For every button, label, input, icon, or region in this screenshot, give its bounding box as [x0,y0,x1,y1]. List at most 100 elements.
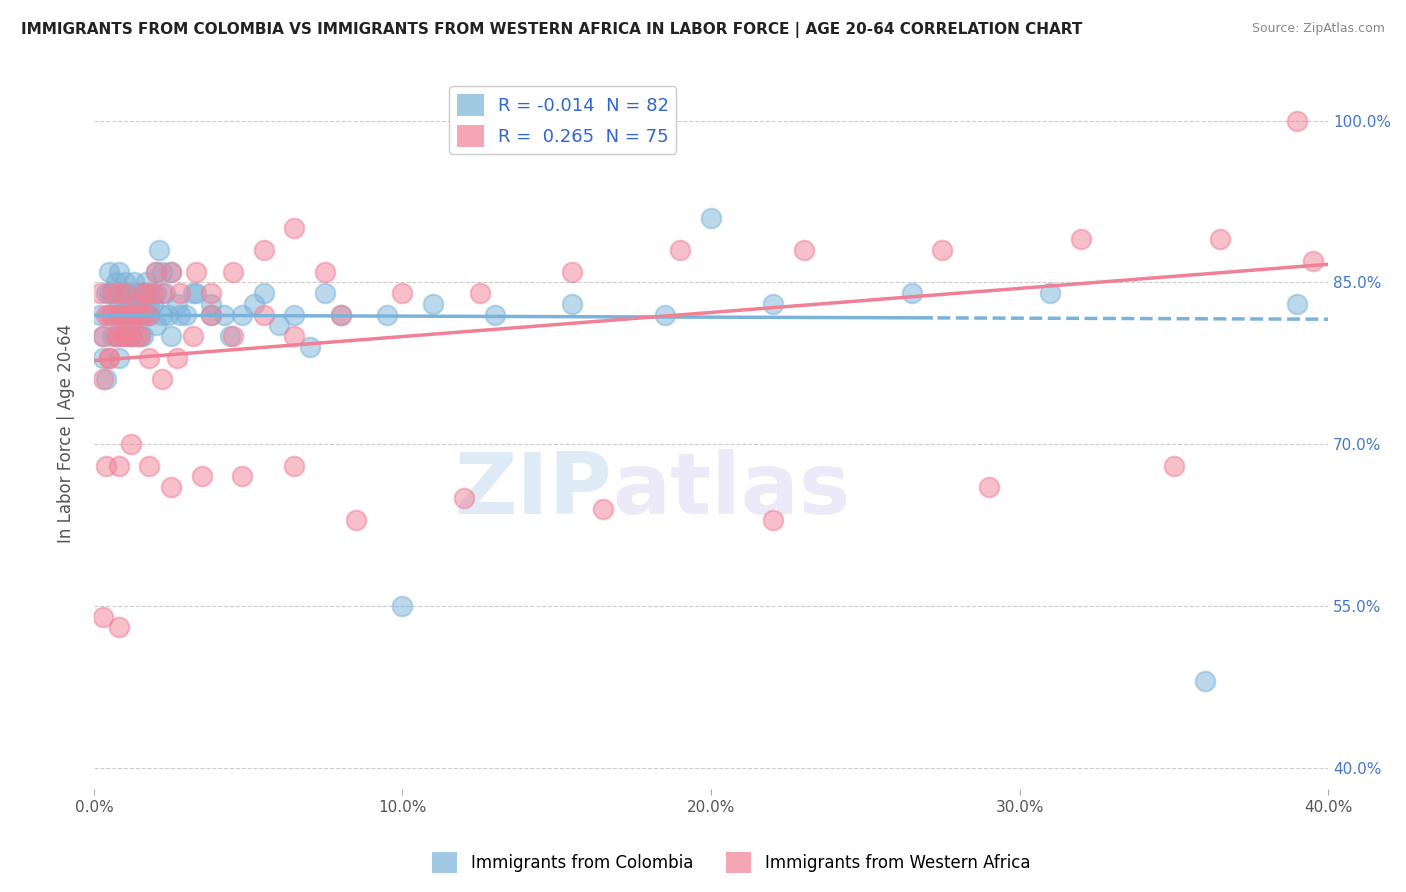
Point [212,308,235,322]
Point [96,308,118,322]
Point [127,308,149,322]
Point [222,329,245,343]
Point [145,264,167,278]
Point [669,243,692,257]
Point [101,308,124,322]
Point [138,308,160,322]
Point [114,297,136,311]
Point [91,329,114,343]
Point [267,318,290,333]
Point [135,297,157,311]
Text: IMMIGRANTS FROM COLOMBIA VS IMMIGRANTS FROM WESTERN AFRICA IN LABOR FORCE | AGE : IMMIGRANTS FROM COLOMBIA VS IMMIGRANTS F… [21,22,1083,38]
Point [762,512,785,526]
Point [91,372,114,386]
Point [120,329,142,343]
Point [114,286,136,301]
Point [391,286,413,301]
Point [1302,253,1324,268]
Point [231,469,253,483]
Point [1286,297,1309,311]
Point [114,276,136,290]
Point [142,286,165,301]
Point [1286,113,1309,128]
Point [561,297,583,311]
Text: Source: ZipAtlas.com: Source: ZipAtlas.com [1251,22,1385,36]
Point [104,329,127,343]
Point [107,308,129,322]
Point [129,329,152,343]
Point [150,308,173,322]
Point [122,276,145,290]
Point [200,286,222,301]
Point [114,329,136,343]
Point [96,372,118,386]
Point [931,243,953,257]
Point [1209,232,1232,246]
Point [129,297,152,311]
Point [145,286,167,301]
Point [561,264,583,278]
Point [104,329,127,343]
Point [654,308,676,322]
Point [762,297,785,311]
Point [117,308,139,322]
Point [101,286,124,301]
Point [148,243,170,257]
Point [253,286,276,301]
Point [169,286,191,301]
Point [1163,458,1185,473]
Point [176,308,198,322]
Point [122,308,145,322]
Point [120,329,142,343]
Point [127,297,149,311]
Point [114,308,136,322]
Point [89,286,111,301]
Point [160,329,183,343]
Point [283,221,305,235]
Point [132,308,155,322]
Point [98,351,121,365]
Point [329,308,352,322]
Legend: Immigrants from Colombia, Immigrants from Western Africa: Immigrants from Colombia, Immigrants fro… [426,846,1036,880]
Point [117,308,139,322]
Point [120,297,142,311]
Point [120,308,142,322]
Point [592,501,614,516]
Point [117,286,139,301]
Point [107,297,129,311]
Point [160,480,183,494]
Point [314,286,336,301]
Point [793,243,815,257]
Point [156,308,179,322]
Point [107,620,129,634]
Point [96,458,118,473]
Point [107,329,129,343]
Point [138,297,160,311]
Point [150,264,173,278]
Text: ZIP: ZIP [454,449,612,532]
Point [129,329,152,343]
Point [181,286,204,301]
Point [298,340,321,354]
Point [129,308,152,322]
Point [283,308,305,322]
Point [120,329,142,343]
Point [132,329,155,343]
Point [344,512,367,526]
Point [218,329,240,343]
Point [132,286,155,301]
Point [127,308,149,322]
Point [1039,286,1062,301]
Point [114,308,136,322]
Point [111,308,134,322]
Point [184,286,207,301]
Point [107,286,129,301]
Point [114,329,136,343]
Point [169,308,191,322]
Point [453,491,475,505]
Point [977,480,1000,494]
Point [181,329,204,343]
Point [101,308,124,322]
Point [104,276,127,290]
Point [700,211,723,225]
